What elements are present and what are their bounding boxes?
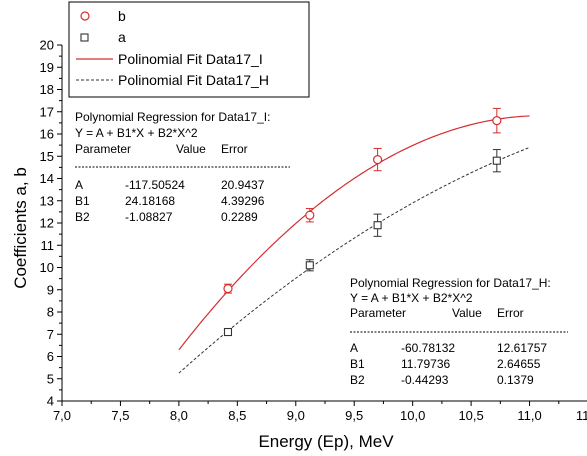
- x-tick-label: 9,5: [345, 408, 363, 423]
- regression-row-b2-value: -1.08827: [125, 210, 173, 224]
- regression-header-parameter: Parameter: [75, 142, 131, 156]
- legend-label-a: a: [118, 29, 126, 45]
- y-tick-label: 5: [47, 371, 54, 386]
- legend-circle-marker: [80, 11, 90, 21]
- legend-label-fit-h: Polinomial Fit Data17_H: [118, 72, 269, 88]
- regression-header-error: Error: [497, 306, 524, 320]
- legend-label-b: b: [118, 8, 126, 24]
- regression-row-a-value: -60.78132: [401, 341, 455, 355]
- y-tick-label: 14: [40, 171, 54, 186]
- regression-box-data17-h: Polynomial Regression for Data17_H: Y = …: [350, 276, 568, 387]
- regression-row-a-error: 12.61757: [497, 341, 547, 355]
- y-tick-label: 12: [40, 216, 54, 231]
- data-point-a: [223, 327, 233, 337]
- regression-row-a-param: A: [350, 341, 358, 355]
- x-tick-label: 8,0: [170, 408, 188, 423]
- y-axis-label: Coefficients a, b: [11, 167, 30, 289]
- regression-title: Polynomial Regression for Data17_I:: [75, 110, 270, 124]
- regression-header-parameter: Parameter: [350, 306, 406, 320]
- regression-equation: Y = A + B1*X + B2*X^2: [350, 291, 473, 305]
- y-tick-label: 17: [40, 104, 54, 119]
- legend-item-b: b: [80, 8, 126, 24]
- x-tick-label: 9,0: [287, 408, 305, 423]
- x-axis-label: Energy (Ep), MeV: [258, 432, 394, 451]
- regression-header-value: Value: [176, 142, 206, 156]
- regression-row-b2-param: B2: [350, 373, 365, 387]
- x-tick-label: 7,0: [53, 408, 71, 423]
- regression-equation: Y = A + B1*X + B2*X^2: [75, 126, 198, 140]
- regression-box-data17-i: Polynomial Regression for Data17_I: Y = …: [75, 110, 290, 224]
- y-tick-label: 19: [40, 60, 54, 75]
- data-point-a: [373, 221, 382, 230]
- data-point-b: [305, 210, 315, 220]
- data-point-a: [305, 261, 314, 270]
- regression-header-value: Value: [452, 306, 482, 320]
- regression-row-a-value: -117.50524: [125, 178, 185, 192]
- x-tick-label: 11,0: [517, 408, 541, 423]
- y-tick-label: 20: [40, 38, 54, 53]
- x-tick-label: 10,5: [458, 408, 483, 423]
- x-ticks: 7,0 7,5 8,0 8,5 9,0 9,5 10,0 10,5 11,0 11,5: [53, 401, 587, 423]
- regression-row-a-error: 20.9437: [221, 178, 265, 192]
- y-tick-label: 7: [47, 327, 54, 342]
- y-tick-label: 18: [40, 82, 54, 97]
- x-tick-label: 7,5: [111, 408, 129, 423]
- x-tick-label: 8,5: [228, 408, 246, 423]
- regression-row-b2-value: -0.44293: [401, 373, 449, 387]
- y-tick-label: 15: [40, 149, 54, 164]
- legend-label-fit-i: Polinomial Fit Data17_I: [118, 51, 263, 67]
- regression-row-b1-param: B1: [350, 357, 365, 371]
- legend-item-fit-i: Polinomial Fit Data17_I: [76, 51, 263, 67]
- regression-row-b2-error: 0.1379: [497, 373, 534, 387]
- y-tick-label: 8: [47, 305, 54, 320]
- legend-item-a: a: [80, 29, 126, 45]
- y-tick-label: 10: [40, 260, 54, 275]
- regression-row-b1-value: 24.18168: [125, 194, 175, 208]
- y-tick-label: 13: [40, 193, 54, 208]
- legend-item-fit-h: Polinomial Fit Data17_H: [76, 72, 269, 88]
- regression-row-b2-error: 0.2289: [221, 210, 258, 224]
- y-tick-label: 6: [47, 349, 54, 364]
- y-tick-label: 16: [40, 127, 54, 142]
- legend-square-marker: [80, 33, 89, 42]
- regression-row-b1-value: 11.79736: [401, 357, 450, 371]
- data-point-b: [492, 116, 502, 126]
- regression-row-b1-error: 2.64655: [497, 357, 541, 371]
- regression-row-a-param: A: [75, 178, 83, 192]
- data-point-b: [373, 154, 383, 165]
- y-tick-label: 11: [41, 238, 55, 253]
- fit-curve: [178, 146, 530, 374]
- data-points: [223, 107, 502, 337]
- regression-row-b1-error: 4.39296: [221, 194, 265, 208]
- fit-curves: [178, 115, 530, 374]
- regression-row-b2-param: B2: [75, 210, 90, 224]
- x-tick-label: 10,0: [400, 408, 425, 423]
- y-tick-label: 4: [47, 394, 54, 409]
- y-tick-label: 9: [47, 282, 54, 297]
- data-point-b: [223, 284, 233, 294]
- legend-box: [68, 1, 310, 98]
- regression-row-b1-param: B1: [75, 194, 90, 208]
- fit-curve: [178, 115, 530, 351]
- data-point-a: [492, 156, 501, 165]
- x-tick-label: 11,5: [576, 408, 587, 423]
- regression-header-error: Error: [221, 142, 248, 156]
- y-ticks: 4 5 6 7 8 9 10 11 12 13 14 15 16 17 18 19 20: [40, 38, 62, 409]
- regression-title: Polynomial Regression for Data17_H:: [350, 276, 551, 290]
- legend: b a Polinomial Fit Data17_I Polinomial F…: [68, 1, 310, 98]
